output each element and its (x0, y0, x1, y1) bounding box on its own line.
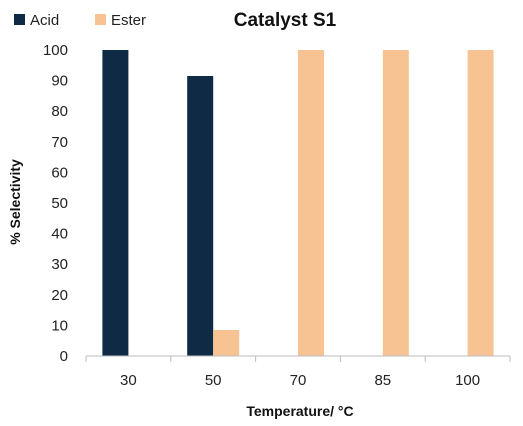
bars (102, 50, 494, 356)
x-tick-label: 100 (455, 372, 480, 389)
x-axis-separators (85, 356, 511, 362)
y-tick-label: 100 (43, 42, 68, 59)
bar-ester (298, 50, 324, 356)
legend-label-ester: Ester (111, 12, 146, 29)
chart-title: Catalyst S1 (234, 10, 337, 31)
x-tick-label: 70 (290, 372, 307, 389)
legend: Acid Ester (14, 12, 146, 29)
y-tick-label: 10 (51, 317, 68, 334)
legend-swatch-ester (95, 14, 106, 25)
legend-swatch-acid (14, 14, 25, 25)
bar-ester (382, 50, 409, 356)
y-tick-label: 0 (60, 348, 68, 365)
y-axis-ticks: 0 10 20 30 40 50 60 70 80 90 100 (43, 42, 68, 365)
y-axis-label: % Selectivity (7, 159, 23, 245)
y-tick-label: 90 (51, 73, 68, 90)
x-axis-label: Temperature/ °C (246, 403, 353, 419)
y-tick-label: 80 (51, 103, 68, 120)
y-tick-label: 50 (51, 195, 68, 212)
bar-ester (467, 50, 494, 356)
y-tick-label: 40 (51, 226, 68, 243)
bar-acid (187, 76, 214, 356)
y-tick-label: 60 (51, 164, 68, 181)
legend-label-acid: Acid (30, 12, 59, 29)
x-axis-ticks: 30 50 70 85 100 (120, 372, 480, 389)
bar-acid (102, 50, 129, 356)
bar-ester (213, 329, 240, 356)
x-tick-label: 50 (205, 372, 222, 389)
x-tick-label: 30 (120, 372, 137, 389)
y-tick-label: 20 (51, 287, 68, 304)
x-tick-label: 85 (374, 372, 391, 389)
y-tick-label: 30 (51, 256, 68, 273)
y-tick-label: 70 (51, 134, 68, 151)
